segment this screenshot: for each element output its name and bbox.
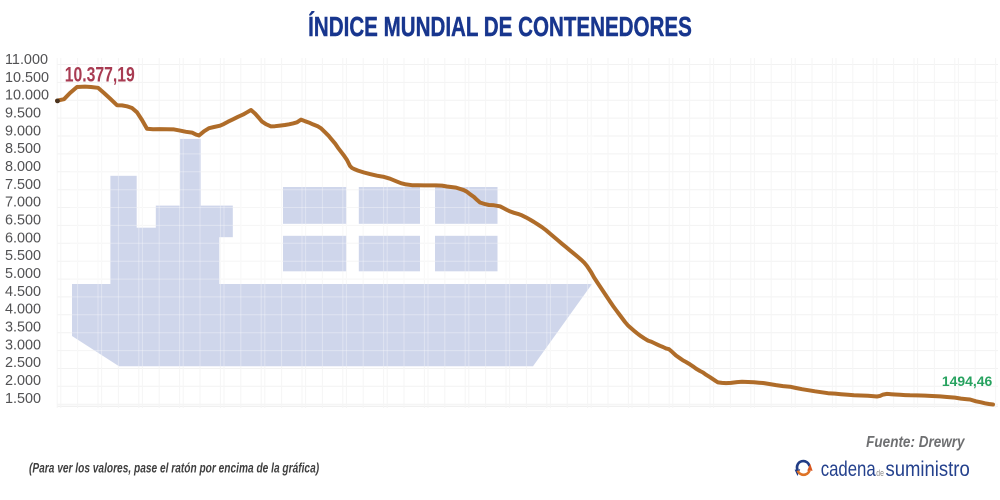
- svg-text:Fuente: Drewry: Fuente: Drewry: [866, 434, 965, 451]
- svg-text:7.000: 7.000: [5, 195, 41, 211]
- svg-text:suministro: suministro: [886, 458, 970, 482]
- svg-text:de: de: [876, 468, 884, 478]
- svg-text:3.000: 3.000: [5, 337, 41, 353]
- svg-text:7.500: 7.500: [5, 177, 41, 193]
- svg-text:(Para ver los valores, pase el: (Para ver los valores, pase el ratón por…: [29, 460, 319, 476]
- svg-text:6.000: 6.000: [5, 230, 41, 246]
- svg-text:11.000: 11.000: [5, 52, 48, 68]
- svg-text:5.500: 5.500: [5, 248, 41, 264]
- svg-text:10.500: 10.500: [5, 70, 49, 86]
- svg-text:5.000: 5.000: [5, 266, 41, 282]
- svg-text:2.000: 2.000: [5, 373, 41, 389]
- svg-text:2.500: 2.500: [5, 355, 41, 371]
- svg-text:1494,46: 1494,46: [942, 374, 993, 389]
- svg-text:10.000: 10.000: [5, 88, 49, 104]
- svg-text:ÍNDICE MUNDIAL DE CONTENEDORES: ÍNDICE MUNDIAL DE CONTENEDORES: [308, 11, 692, 43]
- svg-text:4.500: 4.500: [5, 284, 41, 300]
- svg-text:9.500: 9.500: [5, 106, 41, 122]
- svg-text:9.000: 9.000: [5, 123, 41, 139]
- svg-text:8.000: 8.000: [5, 159, 41, 175]
- svg-text:cadena: cadena: [821, 458, 876, 481]
- svg-text:8.500: 8.500: [5, 141, 41, 157]
- svg-text:10.377,19: 10.377,19: [65, 62, 135, 86]
- svg-text:3.500: 3.500: [5, 319, 41, 335]
- svg-text:4.000: 4.000: [5, 302, 41, 318]
- svg-text:6.500: 6.500: [5, 213, 41, 229]
- svg-text:1.500: 1.500: [5, 391, 41, 407]
